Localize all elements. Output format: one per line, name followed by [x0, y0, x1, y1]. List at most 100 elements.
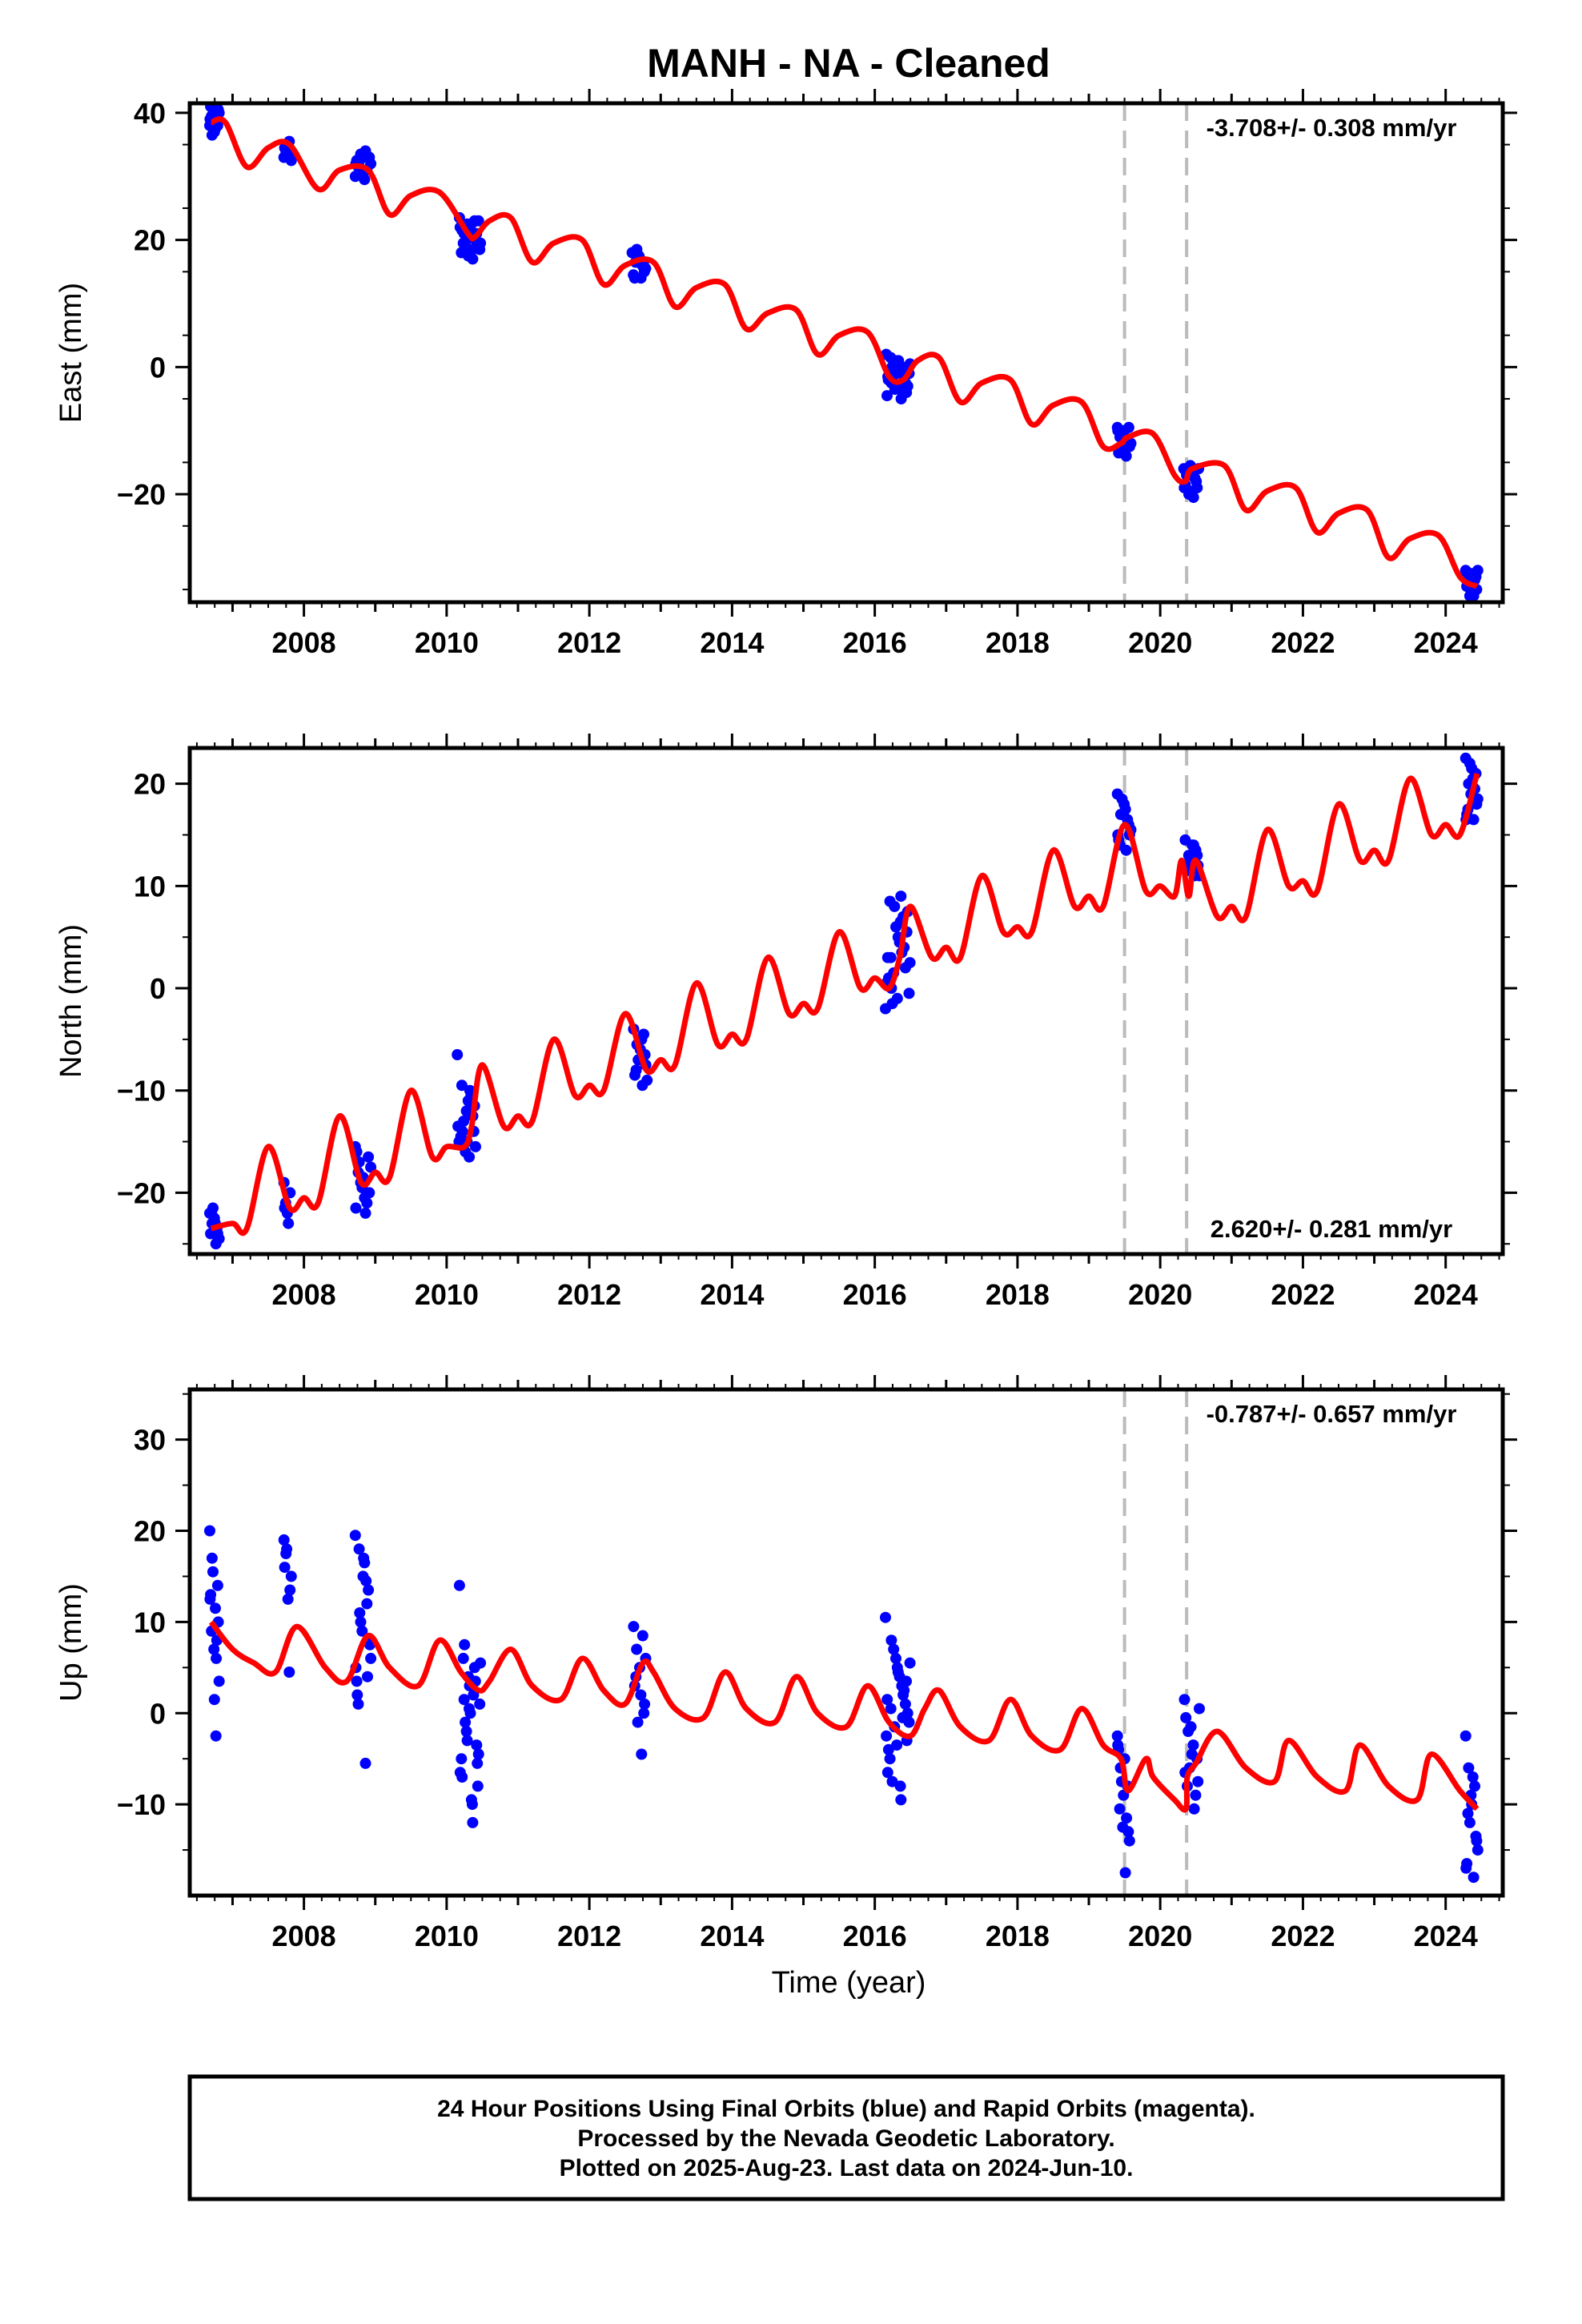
- up-observation-point: [1192, 1775, 1204, 1787]
- up-observation-point: [1468, 1872, 1480, 1884]
- up-x-tick-label: 2010: [415, 1920, 479, 1952]
- up-observation-point: [283, 1667, 295, 1678]
- up-observation-point: [891, 1739, 903, 1751]
- up-observation-point: [457, 1652, 469, 1664]
- east-observation-point: [891, 361, 903, 373]
- up-observation-point: [211, 1579, 223, 1591]
- up-observation-point: [474, 1698, 486, 1710]
- north-observations: [204, 752, 1484, 1250]
- north-observation-point: [1464, 758, 1476, 770]
- east-observation-point: [881, 390, 893, 402]
- north-x-tick-label: 2014: [700, 1278, 764, 1311]
- north-x-tick-label: 2018: [986, 1278, 1050, 1311]
- up-observation-point: [1462, 1807, 1474, 1819]
- panels: 2008 2010 2012 2014 2016 2018 2020 2022 20244020…: [54, 89, 1517, 1952]
- north-observation-point: [206, 1207, 218, 1219]
- up-y-axis-label: Up (mm): [54, 1583, 88, 1702]
- up-observation-point: [638, 1707, 650, 1719]
- up-observation-point: [884, 1753, 896, 1765]
- up-observations: [204, 1525, 1484, 1884]
- up-observation-point: [464, 1703, 475, 1715]
- up-observation-point: [880, 1611, 891, 1623]
- x-axis-label: Time (year): [772, 1966, 926, 2000]
- north-y-tick-label: 0: [150, 972, 166, 1005]
- up-observation-point: [897, 1711, 909, 1723]
- east-x-tick-label: 2016: [843, 626, 907, 659]
- north-x-tick-label: 2016: [843, 1278, 907, 1311]
- up-observation-point: [471, 1739, 483, 1751]
- north-panel: 2008 2010 2012 2014 2016 2018 2020 2022 20242010…: [54, 734, 1517, 1311]
- up-observation-point: [894, 1780, 906, 1792]
- north-y-tick-label: −20: [117, 1176, 166, 1209]
- up-observation-point: [360, 1575, 372, 1587]
- north-observation-point: [1116, 793, 1128, 805]
- east-y-tick-label: 0: [150, 351, 166, 384]
- east-x-tick-label: 2008: [272, 626, 336, 659]
- north-observation-point: [903, 987, 915, 999]
- north-observation-point: [889, 900, 901, 912]
- up-rate-annotation: -0.787+/- 0.657 mm/yr: [1207, 1400, 1457, 1428]
- up-y-tick-label: 30: [134, 1424, 166, 1457]
- up-observation-point: [1178, 1694, 1191, 1706]
- up-observation-point: [365, 1652, 377, 1664]
- north-observation-point: [211, 1228, 223, 1240]
- up-observation-point: [892, 1667, 904, 1678]
- up-y-tick-label: −10: [117, 1788, 166, 1821]
- east-panel: 2008 2010 2012 2014 2016 2018 2020 2022 2024 40 20…: [54, 89, 1517, 659]
- up-observation-point: [636, 1748, 648, 1760]
- north-observation-point: [1187, 839, 1199, 851]
- up-observation-point: [456, 1753, 468, 1765]
- up-observation-point: [1469, 1780, 1480, 1792]
- east-observations: [204, 103, 1484, 602]
- up-observation-point: [885, 1703, 897, 1715]
- up-observation-point: [1188, 1803, 1200, 1815]
- east-x-tick-label: 2020: [1128, 626, 1192, 659]
- up-x-tick-label: 2008: [272, 1920, 336, 1952]
- up-observation-point: [472, 1780, 484, 1792]
- up-observation-point: [1119, 1867, 1131, 1879]
- up-observation-point: [472, 1757, 484, 1769]
- up-observation-point: [882, 1743, 894, 1755]
- up-observation-point: [904, 1657, 916, 1669]
- up-observation-point: [210, 1730, 222, 1742]
- north-observation-point: [350, 1202, 362, 1214]
- up-x-tick-label: 2012: [557, 1920, 621, 1952]
- north-rate-annotation: 2.620+/- 0.281 mm/yr: [1211, 1215, 1452, 1243]
- up-observation-point: [881, 1694, 893, 1706]
- up-observation-point: [208, 1694, 220, 1706]
- up-observation-point: [206, 1552, 218, 1564]
- up-observation-point: [1190, 1789, 1202, 1801]
- up-observation-point: [635, 1689, 647, 1701]
- up-observation-point: [1464, 1816, 1476, 1828]
- east-observation-point: [628, 272, 640, 284]
- up-panel: 2008 2010 2012 2014 2016 2018 2020 2022 20243020…: [54, 1375, 1517, 1952]
- east-rate-annotation: -3.708+/- 0.308 mm/yr: [1207, 114, 1457, 142]
- up-observation-point: [351, 1689, 363, 1701]
- up-observation-point: [1114, 1803, 1126, 1815]
- east-y-axis-label: East (mm): [54, 283, 88, 423]
- up-observation-point: [472, 1748, 484, 1760]
- north-x-tick-label: 2022: [1271, 1278, 1335, 1311]
- up-observation-point: [1467, 1771, 1479, 1783]
- up-observation-point: [461, 1735, 473, 1747]
- east-frame: [187, 101, 1505, 605]
- north-y-tick-label: 20: [134, 768, 166, 801]
- north-observation-point: [456, 1125, 468, 1137]
- north-x-tick-label: 2010: [415, 1278, 479, 1311]
- up-observation-point: [885, 1634, 897, 1647]
- up-observation-point: [881, 1767, 893, 1779]
- east-observation-point: [1122, 421, 1134, 433]
- east-y-tick-label: 40: [134, 97, 166, 130]
- north-x-tick-label: 2020: [1128, 1278, 1192, 1311]
- up-observation-point: [281, 1543, 293, 1555]
- up-x-tick-label: 2014: [700, 1920, 764, 1952]
- up-observation-point: [207, 1566, 219, 1578]
- east-observation-point: [1112, 424, 1124, 436]
- up-model-line: [208, 1620, 1480, 1813]
- north-x-tick-label: 2008: [272, 1278, 336, 1311]
- up-observation-point: [467, 1816, 479, 1828]
- north-observation-point: [641, 1074, 653, 1086]
- up-observation-point: [210, 1602, 221, 1614]
- east-observation-point: [1178, 482, 1191, 494]
- north-observation-point: [363, 1151, 375, 1163]
